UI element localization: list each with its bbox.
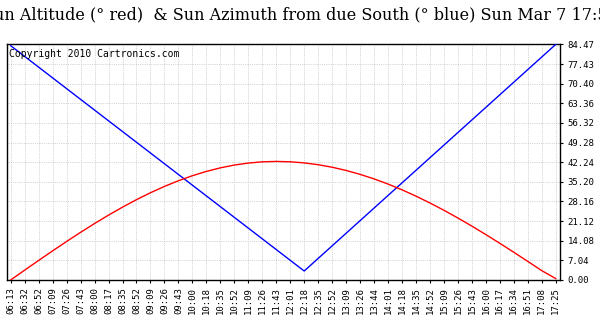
Text: Copyright 2010 Cartronics.com: Copyright 2010 Cartronics.com: [9, 49, 179, 59]
Text: Sun Altitude (° red)  & Sun Azimuth from due South (° blue) Sun Mar 7 17:51: Sun Altitude (° red) & Sun Azimuth from …: [0, 6, 600, 23]
